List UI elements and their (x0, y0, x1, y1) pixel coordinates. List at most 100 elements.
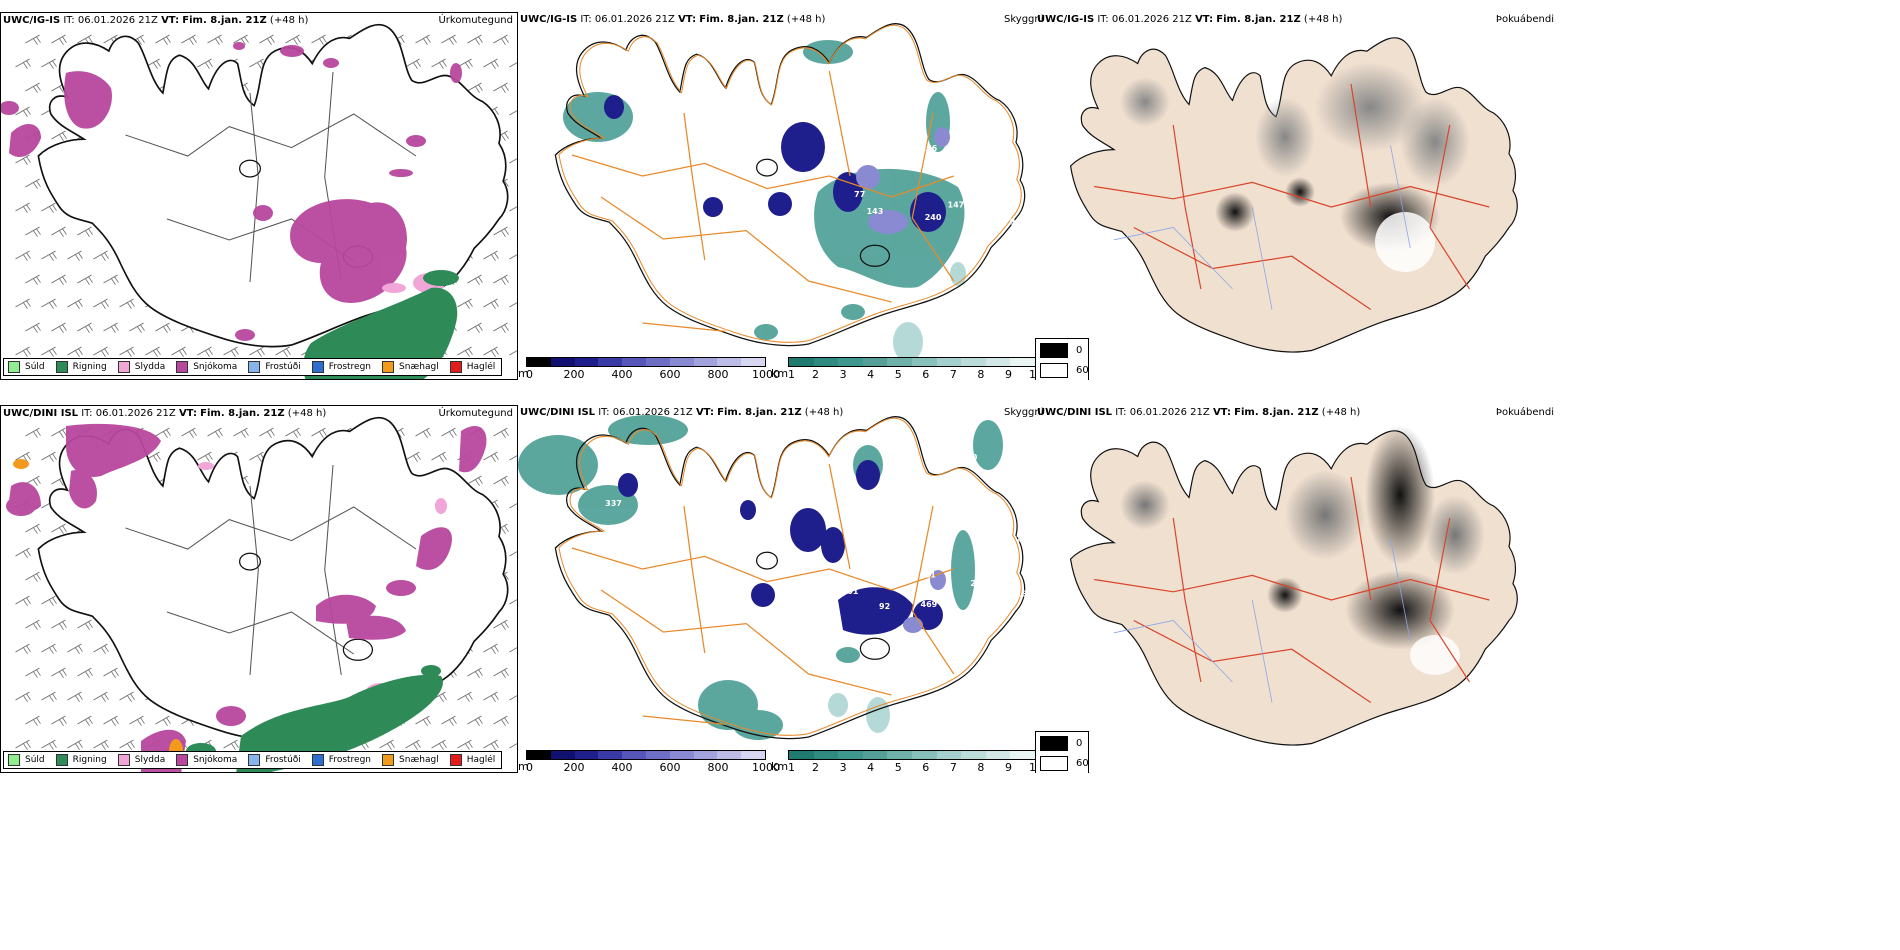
legend-item: Snæhagl (382, 361, 439, 373)
swatch-icon (55, 361, 68, 373)
wind-barb-icon (51, 619, 67, 630)
cloud-visibility-map-top: UWC/IG-IS IT: 06.01.2026 21Z VT: Fim. 8.… (518, 12, 1035, 380)
cloudbase-unit: m (518, 367, 529, 380)
map-header: UWC/DINI ISL IT: 06.01.2026 21Z VT: Fim.… (520, 407, 844, 418)
wind-barb-icon (493, 715, 509, 726)
legend-item: Frostregn (311, 361, 371, 373)
legend-item: Frostregn (311, 754, 371, 766)
wind-barb-icon (145, 346, 161, 357)
colorbar-tick-label: 2 (812, 761, 820, 773)
cloudbase-value-label: 469 (921, 600, 938, 609)
wind-barb-icon (415, 715, 431, 726)
wind-barb-icon (25, 34, 41, 45)
legend-item: Snæhagl (382, 754, 439, 766)
wind-barb-icon (41, 643, 57, 654)
wind-barb-icon (103, 274, 119, 285)
wind-barb-icon (93, 250, 109, 261)
wind-barb-icon (67, 250, 83, 261)
wind-barb-icon (25, 523, 41, 534)
colorbar-tick-label: 4 (867, 761, 875, 773)
legend-item: Rigning (55, 361, 107, 373)
fog-map-top: UWC/IG-IS IT: 06.01.2026 21Z VT: Fim. 8.… (1035, 12, 1558, 380)
colorbar-tick-label: 4 (867, 368, 875, 380)
cloudbase-value-label: 106 (900, 123, 917, 132)
colorbar-segment (741, 358, 765, 366)
cloudbase-value-label: 25 (1022, 537, 1034, 546)
colorbar-tick-label: 10 (1029, 761, 1035, 773)
map-title: Þokuábendi (1495, 407, 1554, 418)
cloudbase-value-label: 92 (879, 602, 890, 611)
cloudbase-value-label: 11 (925, 570, 937, 579)
visibility-unit: km (771, 367, 789, 380)
colorbar-segment (598, 751, 623, 759)
cloudbase-value-label: 29 (1016, 535, 1028, 544)
wind-barb-icon (405, 58, 421, 69)
wind-barb-icon (15, 346, 31, 357)
colorbar-tick-label: 200 (563, 761, 585, 773)
colorbar-segment (645, 358, 670, 366)
fog-legend: 0 60 (1035, 731, 1089, 773)
map-header: UWC/IG-IS IT: 06.01.2026 21Z VT: Fim. 8.… (1037, 14, 1343, 25)
legend-item: Rigning (55, 754, 107, 766)
wind-barb-icon (493, 34, 509, 45)
wind-barb-icon (483, 691, 499, 702)
cloudbase-value-label: 52 (875, 98, 886, 107)
wind-barb-icon (41, 451, 57, 462)
precip-type-legend: Súld Rigning Slydda Snjókoma Frostúði Fr… (3, 751, 503, 769)
wind-barb-icon (155, 427, 171, 438)
cloudbase-value-label: 240 (925, 213, 942, 222)
cloudbase-colorbar (526, 357, 766, 367)
wind-barb-icon (25, 667, 41, 678)
cloudbase-value-label: 90 (1010, 217, 1022, 226)
map-header: UWC/IG-IS IT: 06.01.2026 21Z VT: Fim. 8.… (3, 15, 309, 26)
fog-map-bottom: UWC/DINI ISL IT: 06.01.2026 21Z VT: Fim.… (1035, 405, 1558, 773)
colorbar-tick-label: 9 (1004, 761, 1012, 773)
cloudbase-value-label: 146 (931, 152, 948, 161)
wind-barb-icon (171, 346, 187, 357)
cloudbase-value-label: 11 (800, 198, 812, 207)
colorbar-tick-label: 9 (1004, 368, 1012, 380)
cloudbase-value-label: 77 (854, 190, 865, 199)
colorbar-segment (789, 358, 814, 366)
colorbar-segment (645, 751, 670, 759)
wind-barb-icon (181, 34, 197, 45)
wind-barb-icon (493, 619, 509, 630)
colorbar-tick-label: 8 (977, 368, 985, 380)
wind-barb-icon (207, 34, 223, 45)
swatch-icon (1040, 756, 1068, 771)
wind-barb-icon (509, 350, 517, 356)
swatch-icon (1040, 363, 1068, 378)
fog-legend-item: 0 (1040, 736, 1082, 751)
cloudbase-value-label: 18 (1016, 589, 1028, 598)
colorbar-segment (669, 751, 694, 759)
colorbar-segment (598, 358, 623, 366)
wind-barb-icon (197, 346, 213, 357)
cloudbase-value-label: 324 (867, 528, 884, 537)
wind-barb-icon (405, 739, 421, 750)
wind-barb-icon (77, 667, 93, 678)
wind-barb-icon (467, 82, 483, 93)
wind-barb-icon (207, 427, 223, 438)
wind-barb-icon (15, 154, 31, 165)
colorbar-tick-label: 8 (977, 761, 985, 773)
cloudbase-value-label: 302 (975, 274, 992, 283)
wind-barb-icon (467, 274, 483, 285)
swatch-icon (117, 754, 130, 766)
wind-barb-icon (51, 130, 67, 141)
colorbar-tick-label: 800 (707, 368, 729, 380)
wind-barb-icon (483, 250, 499, 261)
cloudbase-value-label: 74 (1008, 194, 1020, 203)
colorbar-tick-label: 10 (1029, 368, 1035, 380)
wind-barb-icon (405, 451, 421, 462)
wind-barb-icon (67, 739, 83, 750)
colorbar-segment (961, 751, 986, 759)
cloudbase-colorbar (526, 750, 766, 760)
wind-barb-icon (509, 599, 517, 605)
colorbar-tick-label: 1000 (752, 368, 780, 380)
swatch-icon (8, 361, 20, 373)
legend-item: Haglél (449, 754, 495, 766)
wind-barb-icon (51, 523, 67, 534)
wind-barb-icon (493, 667, 509, 678)
wind-barb-icon (77, 226, 93, 237)
